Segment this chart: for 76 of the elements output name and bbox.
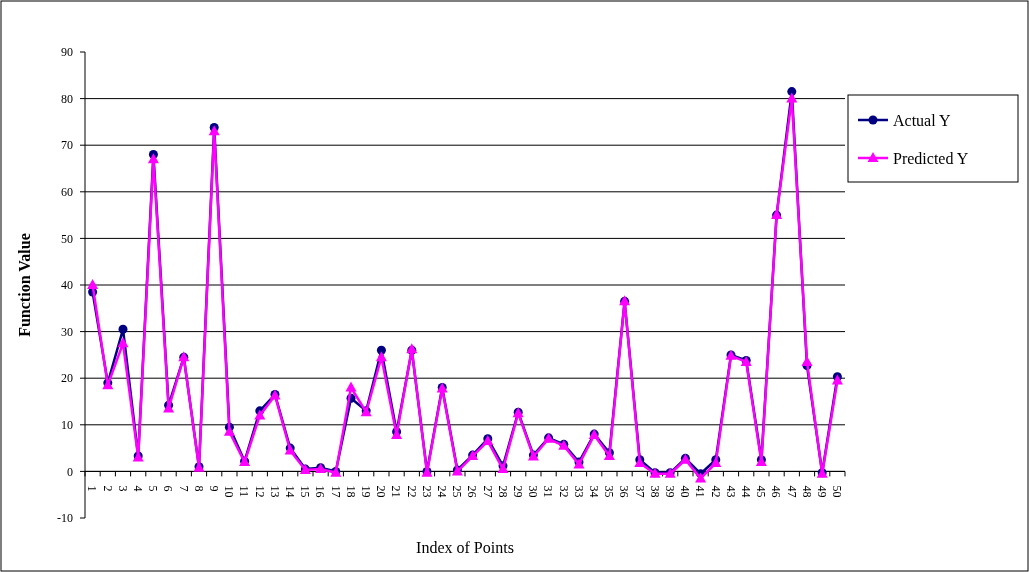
x-tick-label: 26 xyxy=(465,485,480,498)
x-tick-label: 45 xyxy=(754,485,769,498)
x-tick-label: 27 xyxy=(480,485,495,498)
y-tick-label: 30 xyxy=(61,324,73,339)
x-tick-label: 12 xyxy=(252,485,267,498)
x-tick-label: 36 xyxy=(617,485,632,498)
point xyxy=(254,409,266,420)
x-tick-label: 5 xyxy=(146,485,161,492)
x-tick-label: 23 xyxy=(419,485,434,498)
x-tick-label: 48 xyxy=(799,485,814,498)
point xyxy=(208,125,220,136)
x-tick-label: 29 xyxy=(511,485,525,498)
x-tick-label: 3 xyxy=(115,485,130,492)
point xyxy=(147,153,159,164)
x-tick-label: 4 xyxy=(131,485,145,492)
y-tick-label: 90 xyxy=(61,45,73,60)
x-tick-label: 41 xyxy=(693,485,708,498)
x-tick-label: 43 xyxy=(723,485,738,498)
x-tick-label: 44 xyxy=(739,485,753,498)
x-tick-label: 49 xyxy=(815,485,829,498)
x-tick-label: 38 xyxy=(647,485,662,498)
y-tick-label: -10 xyxy=(57,511,73,526)
x-tick-label: 15 xyxy=(298,485,313,498)
y-tick-label: 70 xyxy=(61,138,73,153)
x-tick-label: 1 xyxy=(85,485,100,492)
x-tick-label: 18 xyxy=(343,485,358,498)
point xyxy=(118,324,128,334)
x-tick-label: 25 xyxy=(450,485,465,498)
y-tick-label: 80 xyxy=(61,91,73,106)
x-tick-label: 35 xyxy=(602,485,617,498)
x-tick-label: 33 xyxy=(571,485,586,498)
legend-label: Predicted Y xyxy=(893,149,969,167)
x-tick-label: 11 xyxy=(237,485,252,497)
x-tick-label: 24 xyxy=(435,485,449,498)
point xyxy=(695,472,707,483)
point xyxy=(375,351,387,362)
x-tick-label: 20 xyxy=(374,485,389,498)
point xyxy=(87,279,99,289)
x-tick-label: 13 xyxy=(267,485,282,498)
x-tick-label: 6 xyxy=(161,485,176,492)
x-tick-label: 2 xyxy=(100,485,115,492)
y-tick-label: 0 xyxy=(67,464,73,479)
y-tick-label: 60 xyxy=(61,185,73,199)
legend-label: Actual Y xyxy=(893,111,952,129)
x-tick-label: 21 xyxy=(389,485,404,498)
y-tick-label: 20 xyxy=(61,371,73,386)
y-tick-label: 50 xyxy=(61,231,73,246)
x-tick-label: 39 xyxy=(663,485,677,498)
x-tick-label: 9 xyxy=(207,485,221,492)
x-tick-label: 30 xyxy=(526,485,541,498)
x-tick-label: 7 xyxy=(176,485,191,492)
x-tick-label: 50 xyxy=(830,485,845,498)
x-tick-label: 34 xyxy=(587,485,601,498)
x-tick-label: 42 xyxy=(708,485,723,498)
x-tick-label: 32 xyxy=(556,485,571,498)
y-axis-title: Function Value xyxy=(16,233,33,337)
x-tick-label: 14 xyxy=(283,485,297,498)
point xyxy=(787,87,797,97)
x-tick-label: 37 xyxy=(632,485,647,498)
x-tick-label: 28 xyxy=(495,485,510,498)
point xyxy=(345,381,357,392)
x-tick-label: 40 xyxy=(678,485,693,498)
x-tick-label: 8 xyxy=(191,485,206,492)
x-tick-label: 16 xyxy=(313,485,328,498)
x-tick-label: 31 xyxy=(541,485,556,498)
x-tick-label: 17 xyxy=(328,485,343,498)
x-tick-label: 47 xyxy=(784,485,799,498)
x-tick-label: 22 xyxy=(404,485,419,498)
x-axis-title: Index of Points xyxy=(416,539,514,556)
point xyxy=(786,92,798,103)
x-tick-label: 19 xyxy=(359,485,373,498)
y-tick-label: 40 xyxy=(61,278,73,293)
x-tick-label: 46 xyxy=(769,485,784,498)
y-tick-label: 10 xyxy=(61,418,73,432)
point xyxy=(117,337,129,348)
x-tick-label: 10 xyxy=(222,485,237,498)
